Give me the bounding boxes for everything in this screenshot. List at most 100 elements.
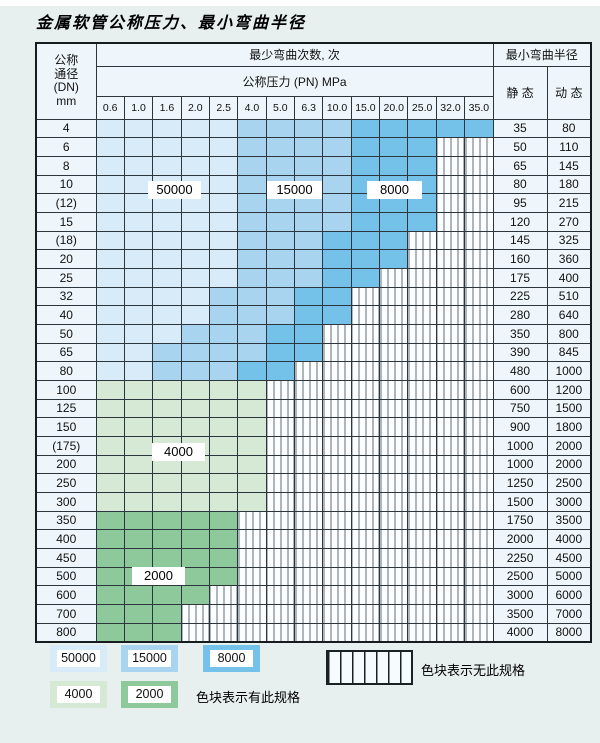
spec-cell (95, 435, 125, 456)
no-spec-cell (265, 379, 296, 400)
spec-cell (208, 547, 239, 568)
table-row: 150 900 1800 (35, 417, 592, 437)
static-radius-value: 3500 (492, 603, 548, 624)
no-spec-cell (180, 622, 210, 643)
dynamic-radius-value: 2000 (546, 454, 592, 475)
spec-cell (208, 118, 239, 139)
table-row: 125 750 1500 (35, 398, 592, 419)
spec-cell (152, 473, 182, 493)
dn-value: 125 (35, 398, 97, 419)
static-radius-value: 120 (492, 211, 548, 232)
legend-swatch-15000: 15000 (121, 645, 178, 672)
spec-cell (180, 323, 210, 344)
no-spec-cell (379, 398, 409, 419)
no-spec-cell (350, 305, 381, 325)
spec-cell (123, 417, 154, 437)
pressure-value-header: 1.0 (123, 95, 154, 120)
no-spec-cell (435, 193, 466, 213)
no-spec-cell (464, 361, 494, 381)
no-spec-cell (435, 585, 466, 605)
spec-cell (152, 491, 182, 512)
spec-cell (294, 118, 324, 139)
pressure-value-header: 2.5 (208, 95, 239, 120)
no-spec-cell (294, 603, 324, 624)
spec-cell (123, 398, 154, 419)
spec-cell (322, 305, 352, 325)
table-row: 32 225 510 (35, 286, 592, 307)
spec-cell (350, 267, 381, 288)
spec-cell (95, 473, 125, 493)
legend-no-spec-swatch (326, 650, 413, 685)
spec-cell (123, 155, 154, 176)
spec-cell (237, 454, 267, 475)
dn-value: (18) (35, 230, 97, 251)
dn-value: (12) (35, 193, 97, 213)
spec-cell (95, 174, 125, 195)
spec-cell (152, 267, 182, 288)
dynamic-radius-value: 4500 (546, 547, 592, 568)
table-row: 300 1500 3000 (35, 491, 592, 512)
no-spec-cell (379, 529, 409, 549)
spec-cell (95, 323, 125, 344)
no-spec-cell (379, 435, 409, 456)
dn-column-header: 公称 通径 (DN) mm (35, 42, 97, 120)
pressure-value-header: 35.0 (464, 95, 494, 120)
spec-cell (379, 118, 409, 139)
spec-cell (237, 417, 267, 437)
dn-value: 65 (35, 342, 97, 363)
no-spec-cell (350, 547, 381, 568)
no-spec-cell (350, 286, 381, 307)
no-spec-cell (208, 622, 239, 643)
static-radius-value: 2250 (492, 547, 548, 568)
no-spec-cell (407, 267, 437, 288)
spec-cell (123, 473, 154, 493)
no-spec-cell (237, 622, 267, 643)
spec-cell (294, 286, 324, 307)
no-spec-cell (322, 323, 352, 344)
no-spec-cell (407, 342, 437, 363)
legend-swatch-label: 50000 (57, 650, 100, 667)
spec-cell (265, 137, 296, 157)
no-spec-cell (322, 529, 352, 549)
spec-cell (265, 230, 296, 251)
spec-cell (123, 435, 154, 456)
legend-has-spec-note: 色块表示有此规格 (196, 690, 301, 705)
table-row: 25 175 400 (35, 267, 592, 288)
spec-cell (208, 361, 239, 381)
spec-cell (208, 249, 239, 269)
no-spec-cell (237, 547, 267, 568)
no-spec-cell (435, 267, 466, 288)
nominal-pressure-header: 公称压力 (PN) MPa (95, 65, 494, 97)
no-spec-cell (435, 566, 466, 587)
pressure-value-header: 4.0 (237, 95, 267, 120)
dynamic-radius-value: 270 (546, 211, 592, 232)
spec-cell (208, 473, 239, 493)
dynamic-radius-value: 2000 (546, 435, 592, 456)
dynamic-radius-value: 800 (546, 323, 592, 344)
spec-cell (350, 137, 381, 157)
no-spec-cell (435, 398, 466, 419)
spec-cell (152, 622, 182, 643)
spec-cell (208, 529, 239, 549)
legend-no-spec-note: 色块表示无此规格 (421, 663, 526, 678)
dn-value: 200 (35, 454, 97, 475)
spec-cell (123, 286, 154, 307)
no-spec-cell (294, 566, 324, 587)
spec-cell (152, 529, 182, 549)
table-row: (175) 1000 2000 (35, 435, 592, 456)
no-spec-cell (265, 491, 296, 512)
spec-cell (322, 118, 352, 139)
no-spec-cell (265, 435, 296, 456)
no-spec-cell (435, 491, 466, 512)
spec-cell (180, 267, 210, 288)
spec-cell (379, 155, 409, 176)
spec-cell (95, 454, 125, 475)
no-spec-cell (294, 473, 324, 493)
spec-cell (265, 323, 296, 344)
no-spec-cell (350, 510, 381, 531)
spec-cell (152, 249, 182, 269)
spec-cell (152, 305, 182, 325)
no-spec-cell (379, 323, 409, 344)
no-spec-cell (435, 305, 466, 325)
spec-cell (152, 379, 182, 400)
